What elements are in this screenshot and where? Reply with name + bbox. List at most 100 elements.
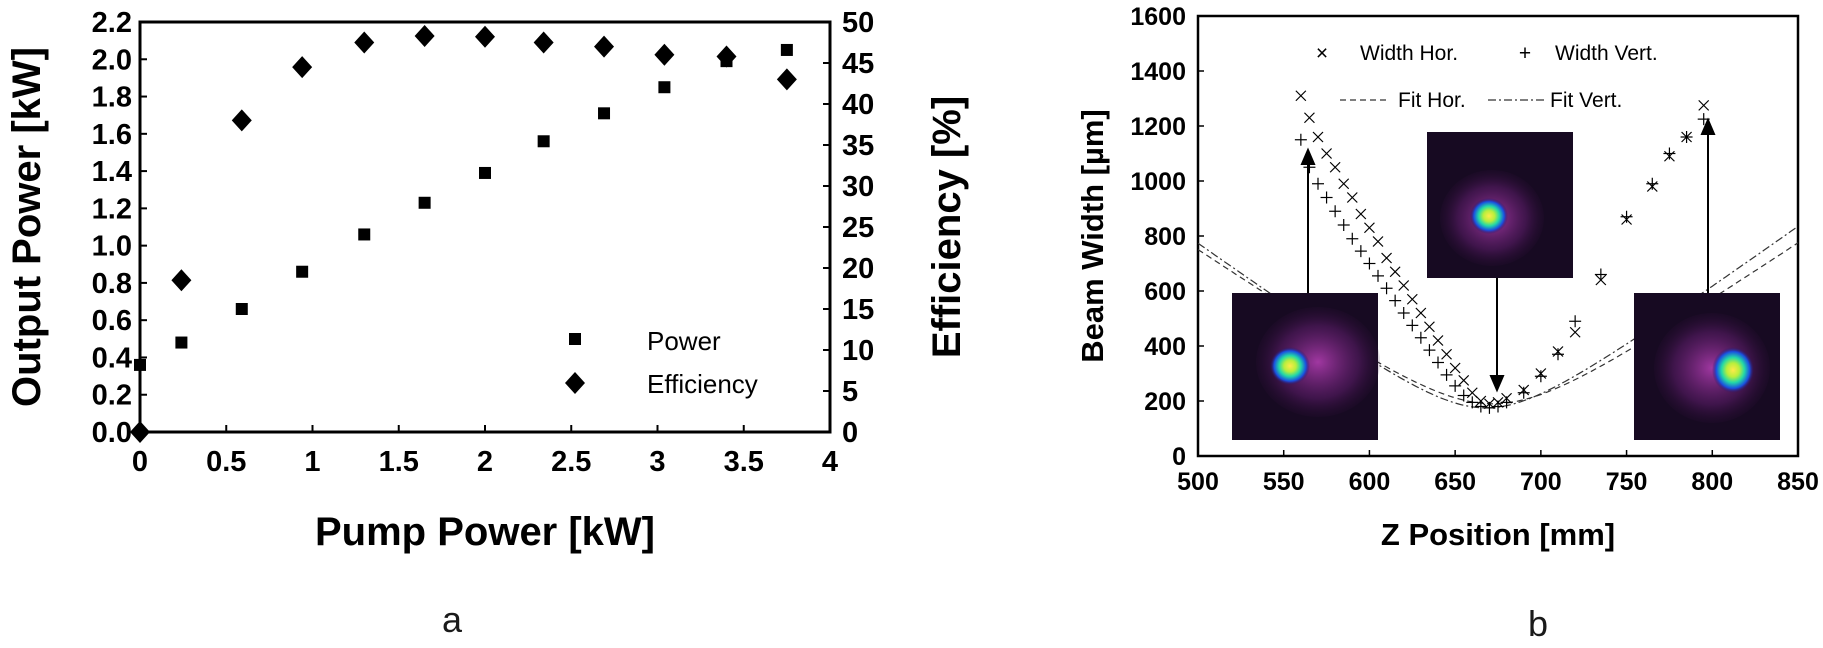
width-vert-point <box>1294 133 1307 146</box>
legend-marker-width-vert: + <box>1519 42 1531 65</box>
width-vert-point <box>1594 268 1607 281</box>
width-hor-point <box>1569 326 1581 338</box>
x-tick-label: 800 <box>1691 468 1733 496</box>
y-tick-label: 1.6 <box>92 119 132 151</box>
width-hor-point <box>1338 178 1350 190</box>
width-hor-point <box>1698 99 1710 111</box>
x-tick-label: 3 <box>649 446 665 478</box>
width-vert-point <box>1483 401 1496 414</box>
width-hor-point <box>1304 112 1315 124</box>
y-tick-label: 400 <box>1144 333 1186 361</box>
power-point <box>296 265 309 278</box>
efficiency-point <box>231 109 252 132</box>
y-tick-label: 1.4 <box>92 156 132 188</box>
y-axis-label-b: Beam Width [µm] <box>1075 109 1110 363</box>
power-point <box>175 336 188 349</box>
x-tick-label: 550 <box>1263 468 1305 496</box>
y-axis-label-a: Output Power [kW] <box>5 47 49 407</box>
width-vert-point <box>1492 400 1504 413</box>
width-hor-point <box>1329 161 1341 173</box>
y-tick-label: 1400 <box>1130 58 1186 86</box>
efficiency-point <box>776 68 797 91</box>
width-hor-point <box>1458 374 1470 386</box>
x-ticks-a: 0 0.5 1 1.5 2 2.5 3 3.5 4 <box>132 425 838 478</box>
width-vert-point <box>1466 396 1479 409</box>
width-vert-point <box>1414 331 1427 344</box>
width-hor-point <box>1441 348 1452 360</box>
width-vert-point <box>1320 191 1333 204</box>
width-vert-point <box>1569 315 1582 328</box>
width-hor-point <box>1346 192 1358 203</box>
x-tick-label: 4 <box>822 446 838 478</box>
legend-marker-width-hor: × <box>1316 42 1328 65</box>
width-vert-point <box>1680 131 1693 143</box>
width-vert-point <box>1500 396 1513 409</box>
x-axis-label-a: Pump Power [kW] <box>315 510 655 554</box>
y2-tick-label: 50 <box>842 7 874 39</box>
x-tick-label: 650 <box>1434 468 1476 496</box>
y2-tick-label: 15 <box>842 294 874 326</box>
x-tick-label: 600 <box>1349 468 1391 496</box>
x-tick-label: 0 <box>132 446 148 478</box>
marks-b <box>1294 90 1710 414</box>
efficiency-point <box>171 269 192 292</box>
width-vert-point <box>1620 210 1633 223</box>
x-tick-label: 2 <box>477 446 493 478</box>
efficiency-point <box>354 31 375 54</box>
width-hor-point <box>1398 280 1410 291</box>
power-point <box>358 228 371 241</box>
power-point <box>598 107 611 120</box>
legend-b: × Width Hor. + Width Vert. Fit Hor. Fit … <box>1316 42 1658 112</box>
y-tick-label: 0 <box>1172 443 1186 471</box>
width-hor-point <box>1449 362 1461 374</box>
y-tick-label: 1.0 <box>92 231 132 263</box>
y2-tick-label: 40 <box>842 89 874 121</box>
width-vert-point <box>1354 245 1367 258</box>
efficiency-point <box>594 35 615 58</box>
beam-profile-left <box>1232 293 1380 440</box>
efficiency-point <box>716 45 737 68</box>
width-vert-point <box>1552 348 1564 361</box>
y2-axis-label-a: Efficiency [%] <box>925 96 969 358</box>
x-tick-label: 3.5 <box>724 446 764 478</box>
x-tick-label: 700 <box>1520 468 1562 496</box>
x-tick-label: 1.5 <box>379 446 419 478</box>
y-tick-label: 1.8 <box>92 82 132 114</box>
width-vert-point <box>1337 219 1350 231</box>
width-vert-point <box>1646 177 1659 190</box>
width-vert-point <box>1534 370 1547 383</box>
efficiency-point <box>130 421 150 443</box>
power-point <box>134 358 146 371</box>
power-point <box>537 135 550 148</box>
y2-tick-label: 20 <box>842 253 874 285</box>
y-tick-label: 2.0 <box>92 44 132 76</box>
width-hor-point <box>1321 148 1332 159</box>
x-tick-label: 0.5 <box>206 446 246 478</box>
x-tick-label: 1 <box>304 446 320 478</box>
y-tick-label: 1200 <box>1130 113 1186 141</box>
width-hor-point <box>1372 236 1384 247</box>
legend-label-power: Power <box>647 326 721 356</box>
width-hor-point <box>1389 266 1401 278</box>
width-vert-point <box>1389 294 1402 307</box>
width-hor-point <box>1432 335 1444 346</box>
width-vert-point <box>1406 319 1419 332</box>
y-tick-label: 1.2 <box>92 193 132 225</box>
width-hor-point <box>1295 90 1307 102</box>
width-hor-point <box>1424 321 1435 333</box>
y2-tick-label: 25 <box>842 212 874 244</box>
y-tick-label: 0.4 <box>92 342 132 374</box>
y-ticks-b: 0 200 400 600 800 1000 1200 1400 1600 <box>1130 3 1204 471</box>
beam-profile-right <box>1634 293 1780 440</box>
legend-label-width-vert: Width Vert. <box>1555 42 1658 65</box>
efficiency-point <box>414 24 435 47</box>
x-axis-label-b: Z Position [mm] <box>1381 517 1615 552</box>
efficiency-point <box>475 25 495 48</box>
y2-tick-label: 10 <box>842 335 874 367</box>
width-vert-point <box>1372 269 1384 282</box>
x-tick-label: 500 <box>1177 468 1219 496</box>
width-vert-point <box>1363 257 1376 270</box>
width-vert-point <box>1329 205 1342 218</box>
y-tick-label: 800 <box>1144 223 1186 251</box>
width-vert-point <box>1474 400 1487 413</box>
